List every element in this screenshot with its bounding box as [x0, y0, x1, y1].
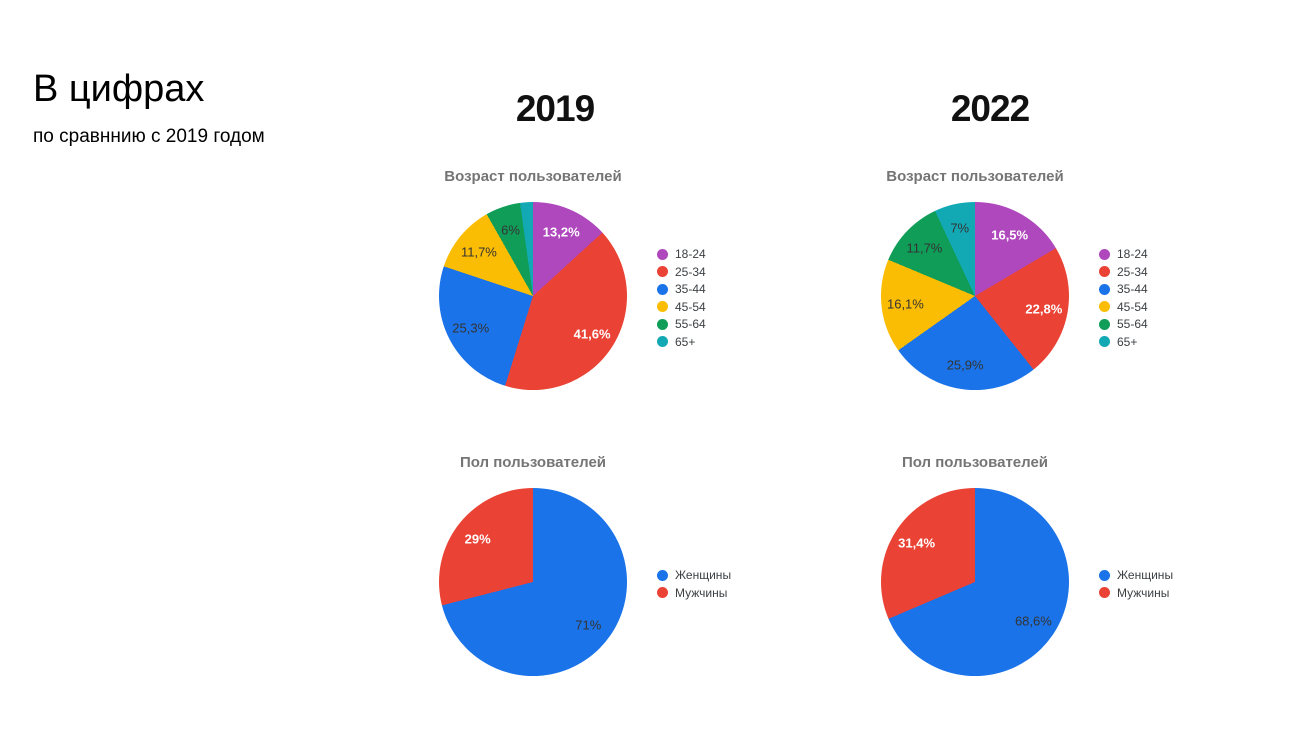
legend-label: 55-64 [1117, 317, 1148, 332]
legend-color-dot [657, 569, 668, 581]
column-header-2019: 2019 [515, 88, 595, 129]
legend-label: 25-34 [1117, 264, 1148, 279]
legend-item: Женщины [1099, 567, 1173, 585]
legend-label: Мужчины [1117, 585, 1170, 600]
pie: 71% 29% [439, 488, 627, 676]
legend-color-dot [1099, 301, 1110, 313]
pie-slice-label: 68,6% [1014, 613, 1052, 629]
legend-color-dot [1099, 587, 1110, 599]
legend-color-dot [1099, 283, 1110, 295]
pie-slice-label: 16,1% [886, 296, 924, 312]
legend-color-dot [1099, 336, 1110, 348]
chart-title: Возраст пользователей [886, 168, 1064, 185]
legend-label: 65+ [1117, 334, 1138, 349]
pie-slice-label: 71% [575, 617, 602, 633]
pie-slice-label: 13,2% [542, 224, 580, 240]
pie-slice-label: 29% [464, 531, 491, 547]
legend-item: 55-64 [657, 316, 706, 334]
legend-label: 25-34 [675, 264, 706, 279]
pie: 68,6% 31,4% [881, 488, 1069, 676]
legend-item: 25-34 [657, 263, 706, 281]
legend-item: Женщины [657, 567, 731, 585]
legend-color-dot [1099, 248, 1110, 260]
chart-legend: Женщины Мужчины [1099, 567, 1173, 602]
legend-item: 65+ [1099, 333, 1148, 351]
legend-item: 18-24 [657, 246, 706, 264]
legend-label: 35-44 [675, 282, 706, 297]
legend-label: Женщины [675, 568, 732, 583]
pie-slice-label: 11,7% [460, 244, 497, 260]
legend-label: 18-24 [1117, 247, 1148, 262]
legend-label: 35-44 [1117, 282, 1148, 297]
legend-label: Женщины [1117, 568, 1174, 583]
pie-slice-label: 7% [950, 220, 970, 236]
legend-color-dot [1099, 569, 1110, 581]
legend-item: 18-24 [1099, 246, 1148, 264]
legend-item: 55-64 [1099, 316, 1148, 334]
legend-color-dot [657, 266, 668, 278]
legend-color-dot [657, 248, 668, 260]
chart-title: Пол пользователей [901, 454, 1049, 471]
pie-slice-label: 11,7% [906, 240, 943, 256]
pie-chart-age-2019: Возраст пользователей 13,2% 41,6% 25,3% 11,… [439, 168, 706, 390]
legend-item: 35-44 [657, 281, 706, 299]
legend-label: 45-54 [1117, 299, 1148, 314]
slide-subtitle: по сравннию с 2019 годом [33, 126, 265, 147]
pie-chart-gender-2019: Пол пользователей 71% 29% Женщины Мужчины [439, 454, 731, 676]
legend-label: 45-54 [675, 299, 706, 314]
pie-slice-label: 25,3% [452, 320, 490, 336]
slide-title: В цифрах [33, 68, 205, 110]
pie-slice-label: 41,6% [573, 326, 611, 341]
chart-title: Возраст пользователей [444, 168, 622, 185]
legend-label: Мужчины [675, 585, 728, 600]
chart-legend: 18-24 25-34 35-44 45-54 55-64 65+ [1099, 246, 1148, 351]
legend-item: 45-54 [1099, 298, 1148, 316]
legend-item: 65+ [657, 333, 706, 351]
pie-slice-label: 6% [501, 222, 520, 238]
chart-title: Пол пользователей [459, 454, 607, 471]
pie: 16,5% 22,8% 25,9% 16,1% 11,7% 7% [881, 202, 1069, 390]
legend-color-dot [657, 301, 668, 313]
legend-color-dot [657, 318, 668, 330]
column-header-2022: 2022 [950, 88, 1030, 129]
pie-slice-label: 22,8% [1025, 301, 1063, 317]
legend-item: Мужчины [1099, 584, 1173, 602]
legend-label: 55-64 [675, 317, 706, 332]
pie-slice-label: 25,9% [946, 357, 984, 373]
legend-item: 35-44 [1099, 281, 1148, 299]
pie-chart-age-2022: Возраст пользователей 16,5% 22,8% 25,9% 16,… [881, 168, 1148, 390]
chart-legend: Женщины Мужчины [657, 567, 731, 602]
pie-slice-label: 31,4% [898, 535, 936, 551]
legend-label: 65+ [675, 334, 696, 349]
legend-item: 45-54 [657, 298, 706, 316]
legend-color-dot [657, 336, 668, 348]
legend-color-dot [1099, 266, 1110, 278]
legend-item: 25-34 [1099, 263, 1148, 281]
legend-color-dot [1099, 318, 1110, 330]
pie-slice-label: 16,5% [991, 227, 1029, 243]
pie-chart-gender-2022: Пол пользователей 68,6% 31,4% Женщины Мужч… [881, 454, 1173, 676]
legend-color-dot [657, 283, 668, 295]
pie: 13,2% 41,6% 25,3% 11,7% 6% [439, 202, 627, 390]
legend-label: 18-24 [675, 247, 706, 262]
legend-color-dot [657, 587, 668, 599]
legend-item: Мужчины [657, 584, 731, 602]
chart-legend: 18-24 25-34 35-44 45-54 55-64 65+ [657, 246, 706, 351]
